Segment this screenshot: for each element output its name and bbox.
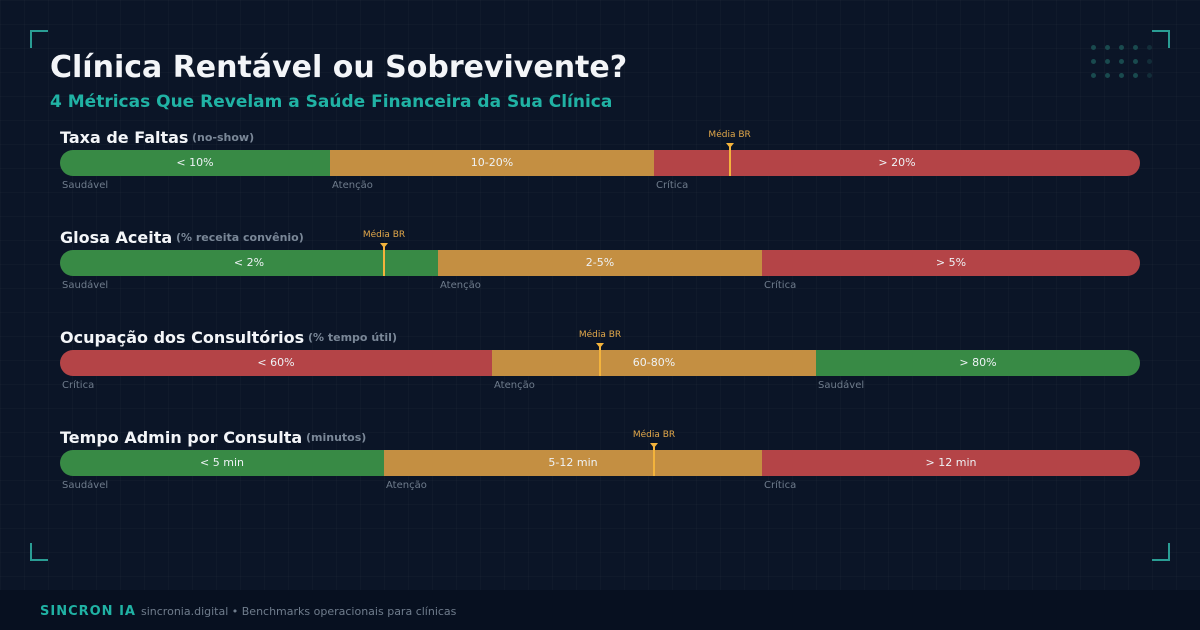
metric-label: Glosa Aceita [60, 228, 173, 247]
bar-segment-critical: > 5% [762, 250, 1140, 276]
bar-segment-warning: 60-80% [492, 350, 816, 376]
benchmark-marker-line [728, 143, 731, 176]
zone-label: Atenção [494, 380, 535, 391]
bar-segment-critical: < 60% [60, 350, 492, 376]
benchmark-marker-label: Média BR [578, 330, 622, 340]
zone-label: Saudável [62, 280, 109, 291]
metric-row: Glosa Aceita (% receita convênio) Saudável… [60, 228, 1140, 298]
corner-bracket-bottom-right [1152, 543, 1170, 561]
zone-label: Crítica [656, 180, 689, 191]
zone-label: Crítica [62, 380, 95, 391]
zone-label: Atenção [386, 480, 427, 491]
benchmark-marker-head [380, 243, 388, 248]
benchmark-marker-line [383, 243, 385, 276]
page-title: Clínica Rentável ou Sobrevivente? [50, 50, 628, 85]
bar-segment-healthy: > 80% [816, 350, 1140, 376]
benchmark-marker-label: Média BR [632, 430, 676, 440]
zone-label: Crítica [764, 280, 797, 291]
benchmark-marker-head [650, 443, 658, 448]
zone-label: Saudável [62, 480, 109, 491]
metric-row: Taxa de Faltas (no-show) Saudável Atenção Cr… [60, 128, 1140, 198]
metric-bar: < 5 min 5-12 min > 12 min [60, 450, 1140, 476]
bar-segment-critical: > 12 min [762, 450, 1140, 476]
bar-segment-healthy: < 5 min [60, 450, 384, 476]
zone-label: Crítica [764, 480, 797, 491]
decorative-dot-grid [1091, 45, 1152, 78]
metric-label: Taxa de Faltas [60, 128, 189, 147]
bar-segment-warning: 10-20% [330, 150, 654, 176]
benchmark-marker-label: Média BR [362, 230, 406, 240]
metric-note: (minutos) [306, 431, 367, 444]
metric-row: Ocupação dos Consultórios (% tempo útil) C… [60, 328, 1140, 398]
bar-segment-healthy: < 2% [60, 250, 438, 276]
metric-note: (no-show) [192, 131, 255, 144]
bar-segment-critical: > 20% [654, 150, 1140, 176]
zone-label: Saudável [818, 380, 865, 391]
corner-bracket-top-right [1152, 30, 1170, 48]
bar-segment-healthy: < 10% [60, 150, 330, 176]
footer-text: sincronia.digital • Benchmarks operacion… [141, 605, 457, 618]
footer: SINCRON IA sincronia.digital • Benchmark… [0, 590, 1200, 630]
metric-note: (% receita convênio) [176, 231, 304, 244]
benchmark-marker-head [725, 143, 734, 148]
corner-bracket-bottom-left [30, 543, 48, 561]
metric-note: (% tempo útil) [308, 331, 397, 344]
metric-row: Tempo Admin por Consulta (minutos) Saudáve… [60, 428, 1140, 498]
page-subtitle: 4 Métricas Que Revelam a Saúde Financeir… [50, 92, 613, 112]
corner-bracket-top-left [30, 30, 48, 48]
metric-bar: < 60% 60-80% > 80% [60, 350, 1140, 376]
metric-label: Tempo Admin por Consulta [60, 428, 303, 447]
benchmark-marker-label: Média BR [708, 130, 751, 140]
metric-bar: < 2% 2-5% > 5% [60, 250, 1140, 276]
zone-label: Saudável [62, 180, 109, 191]
benchmark-marker-line [599, 343, 601, 376]
benchmark-marker-line [653, 443, 655, 476]
bar-segment-warning: 2-5% [438, 250, 762, 276]
bar-segment-warning: 5-12 min [384, 450, 762, 476]
metric-bar: < 10% 10-20% > 20% [60, 150, 1140, 176]
metric-label: Ocupação dos Consultórios [60, 328, 305, 347]
zone-label: Atenção [332, 180, 373, 191]
footer-brand: SINCRON IA [40, 604, 136, 619]
benchmark-marker-head [596, 343, 604, 348]
zone-label: Atenção [440, 280, 481, 291]
